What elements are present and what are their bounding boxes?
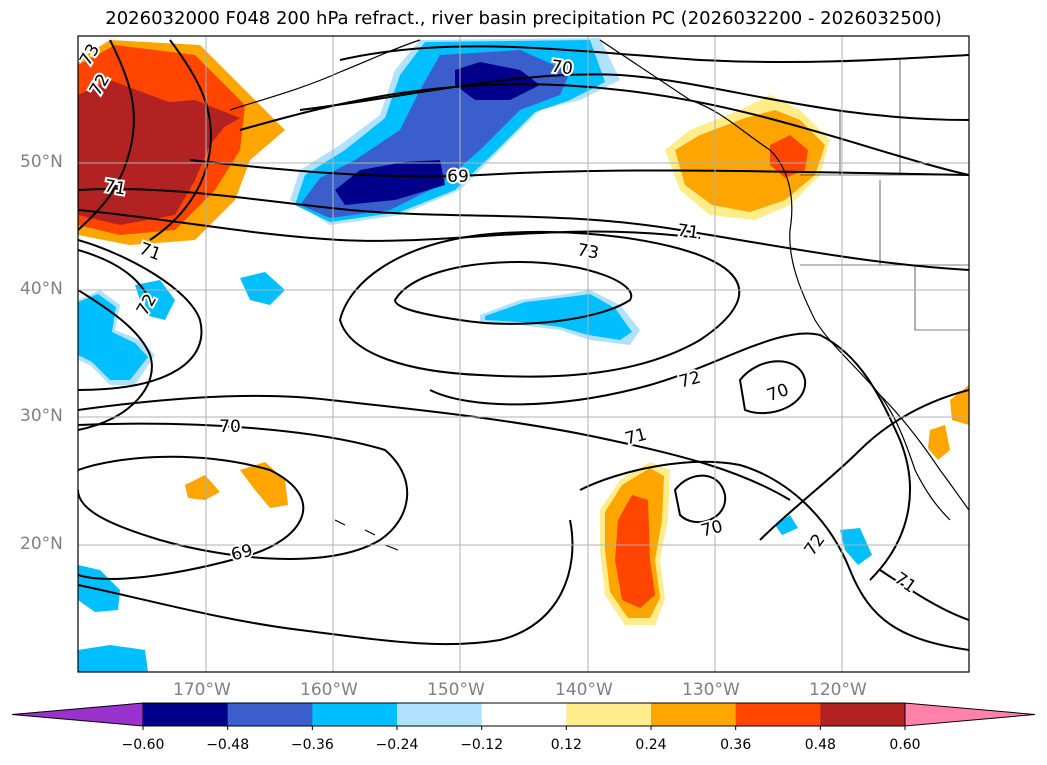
baja-peninsula xyxy=(879,394,951,521)
colorbar-tick-label: −0.36 xyxy=(290,737,334,753)
contour-label: 69 xyxy=(447,167,469,187)
contour-label: 70 xyxy=(764,380,791,406)
latitude-label: 50°N xyxy=(20,152,63,172)
contour-line-70-small-loop xyxy=(673,474,727,524)
map-title: 2026032000 F048 200 hPa refract., river … xyxy=(105,8,942,29)
contour-line-73 xyxy=(338,230,741,378)
colorbar-segment xyxy=(481,703,567,726)
latitude-label: 20°N xyxy=(20,534,63,554)
longitude-label: 150°W xyxy=(427,680,485,700)
positive-anomaly-northwest-core2 xyxy=(135,100,240,135)
state-boundaries xyxy=(800,60,969,331)
contour-label: 72 xyxy=(677,368,703,393)
contour-label: 71 xyxy=(676,221,700,244)
positive-anomaly-small-2 xyxy=(185,475,220,500)
colorbar-segment xyxy=(735,703,821,726)
negative-anomaly-west-small2 xyxy=(240,272,285,305)
political-boundaries xyxy=(800,60,969,331)
colorbar-segment xyxy=(227,703,313,726)
contour-label: 71 xyxy=(623,425,649,450)
contour-line-70-west xyxy=(78,422,409,560)
longitude-label: 130°W xyxy=(682,680,740,700)
colorbar-frame xyxy=(142,702,906,727)
colorbar-tick-label: 0.12 xyxy=(550,737,582,753)
colorbar-extend-high xyxy=(904,702,1036,727)
north-america-coast xyxy=(599,39,969,511)
colorbar-tick-label: 0.48 xyxy=(804,737,836,753)
contour-line-69-southwest xyxy=(78,455,305,580)
positive-anomaly-subtropical-strong xyxy=(615,495,655,608)
map-frame xyxy=(77,35,970,673)
contour-line-72-east xyxy=(429,332,911,581)
negative-anomaly-west xyxy=(78,294,148,380)
colorbar xyxy=(11,702,1036,730)
colorbar-segment xyxy=(312,703,398,726)
colorbar-extend-low xyxy=(11,702,144,727)
positive-anomaly-east-edge xyxy=(950,385,969,425)
colorbar-tick-label: −0.24 xyxy=(375,737,419,753)
negative-anomaly-central xyxy=(485,294,632,340)
contour-label: 70 xyxy=(699,517,725,542)
contour-line-west-2 xyxy=(78,239,203,391)
colorbar-tick-label: −0.48 xyxy=(206,737,250,753)
aleutian-islands xyxy=(229,39,421,111)
longitude-label: 170°W xyxy=(173,680,231,700)
colorbar-tick-label: −0.12 xyxy=(460,737,504,753)
contour-line-72-southeast xyxy=(759,389,969,541)
colorbar-segment xyxy=(651,703,737,726)
coastlines xyxy=(229,39,969,551)
latitude-label: 30°N xyxy=(20,406,63,426)
negative-anomaly-southeast-1 xyxy=(840,528,872,565)
contour-label: 73 xyxy=(576,240,601,263)
contour-line-north-2 xyxy=(299,73,969,121)
colorbar-segment xyxy=(397,703,483,726)
positive-anomaly-bc-coast-strong xyxy=(770,135,808,178)
contour-line-west-1 xyxy=(78,289,153,431)
latitude-label: 40°N xyxy=(20,279,63,299)
colorbar-segment xyxy=(566,703,652,726)
contour-label: 71 xyxy=(103,176,128,199)
positive-anomaly-mexico xyxy=(928,425,950,460)
contour-line-south-1 xyxy=(78,519,574,646)
colorbar-segment xyxy=(820,703,906,726)
contour-line-nw-3 xyxy=(78,249,151,301)
colorbar-tick-label: 0.60 xyxy=(889,737,921,753)
contour-line-north-3 xyxy=(239,83,969,176)
colorbar-segment xyxy=(143,703,229,726)
map-gridlines xyxy=(78,36,969,672)
contour-line-73-inner xyxy=(393,260,633,325)
contour-line-south-2 xyxy=(579,460,969,651)
longitude-label: 140°W xyxy=(555,680,613,700)
contour-line-north-1 xyxy=(339,45,969,64)
contour-label: 69 xyxy=(229,541,255,566)
contour-line-71-central xyxy=(78,394,791,501)
colorbar-tick-label: −0.60 xyxy=(121,737,165,753)
contour-line-nw-2 xyxy=(149,39,212,241)
negative-anomaly-southwest-2 xyxy=(78,645,148,672)
positive-anomaly-bc-coast xyxy=(675,110,825,212)
contour-line-71-southeast xyxy=(879,569,969,621)
contour-line-70-loop xyxy=(738,360,807,415)
longitude-label: 160°W xyxy=(300,680,358,700)
contour-line-71-a xyxy=(78,188,969,271)
colorbar-tick-label: 0.36 xyxy=(720,737,752,753)
longitude-label: 120°W xyxy=(809,680,867,700)
negative-anomaly-southwest xyxy=(78,565,120,612)
contour-label: 72 xyxy=(801,530,830,559)
negative-anomaly-north-band-core xyxy=(335,160,445,205)
refractivity-contours xyxy=(78,39,969,651)
negative-anomaly-southeast-2 xyxy=(775,515,798,535)
contour-label: 70 xyxy=(550,57,574,80)
colorbar-tick-label: 0.24 xyxy=(635,737,667,753)
contour-line-69 xyxy=(189,159,969,178)
contour-label: 70 xyxy=(219,417,241,437)
contour-line-nw-1 xyxy=(78,39,135,231)
hawaii-islands xyxy=(334,519,399,551)
